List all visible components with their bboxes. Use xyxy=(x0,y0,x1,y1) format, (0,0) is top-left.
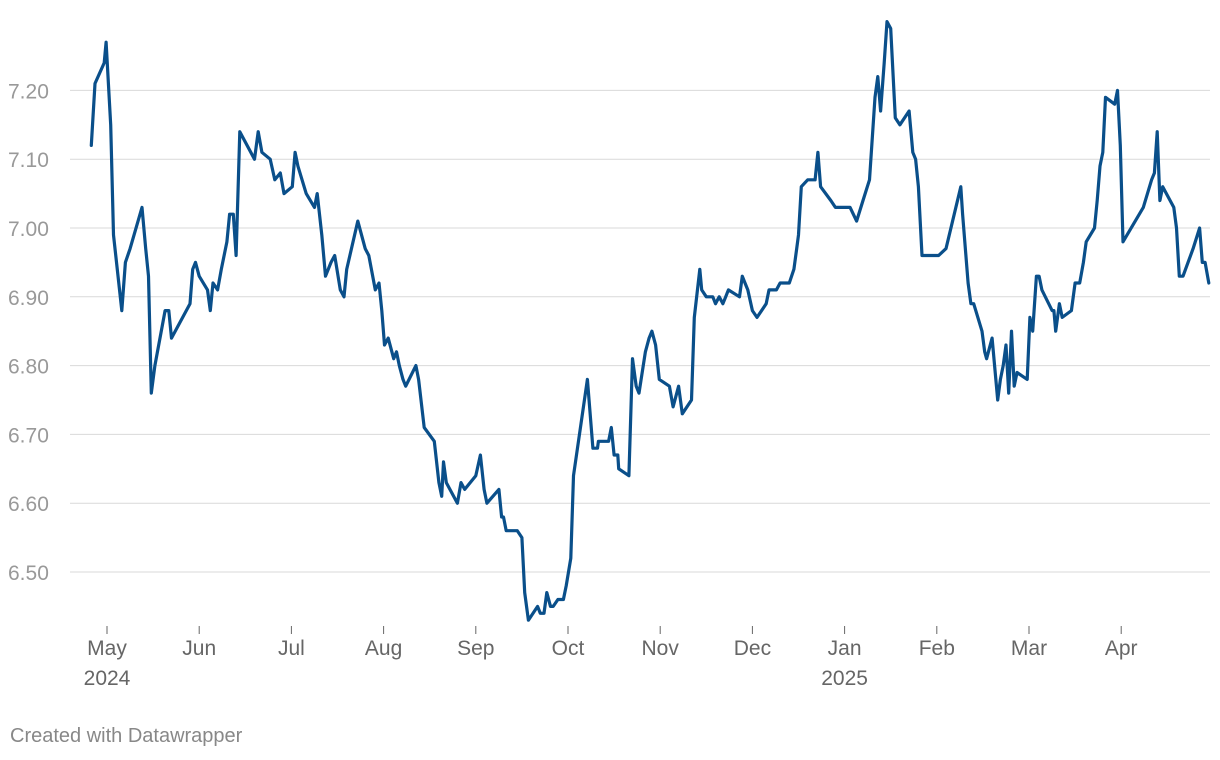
x-axis-labels: May 2024 Jun Jul Aug Sep Oct Nov Dec Jan 2025 Feb Ma… xyxy=(84,626,1138,690)
x-tick-label: Jun xyxy=(182,637,216,660)
x-tick-label: Mar xyxy=(1011,637,1047,660)
x-year-label: 2024 xyxy=(84,667,131,690)
x-tick-label: Nov xyxy=(642,637,680,660)
x-tick-label: Feb xyxy=(919,637,955,660)
x-tick-label: Dec xyxy=(734,637,771,660)
y-tick-label: 7.10 xyxy=(8,149,49,172)
x-tick-label: Oct xyxy=(552,637,585,660)
y-tick-label: 7.20 xyxy=(8,80,49,103)
series-line-0 xyxy=(89,20,1211,622)
x-tick-label: Jan xyxy=(828,637,862,660)
y-gridlines xyxy=(70,89,1210,573)
y-axis-labels: 6.50 6.60 6.70 6.80 6.90 7.00 7.10 7.20 xyxy=(8,80,49,585)
credit-text: Created with Datawrapper xyxy=(10,725,243,747)
line-chart: 6.50 6.60 6.70 6.80 6.90 7.00 7.10 7.20 May 2024… xyxy=(8,20,1211,690)
series-group xyxy=(89,20,1211,622)
y-tick-label: 6.70 xyxy=(8,424,49,447)
x-tick-label: Apr xyxy=(1105,637,1138,660)
y-tick-label: 6.60 xyxy=(8,493,49,516)
x-tick-label: Jul xyxy=(278,637,305,660)
x-tick-label: May xyxy=(87,637,127,660)
y-tick-label: 6.50 xyxy=(8,562,49,585)
x-tick-label: Aug xyxy=(365,637,402,660)
x-tick-label: Sep xyxy=(457,637,494,660)
y-tick-label: 6.90 xyxy=(8,287,49,310)
y-tick-label: 7.00 xyxy=(8,218,49,241)
y-tick-label: 6.80 xyxy=(8,356,49,379)
x-year-label: 2025 xyxy=(821,667,868,690)
